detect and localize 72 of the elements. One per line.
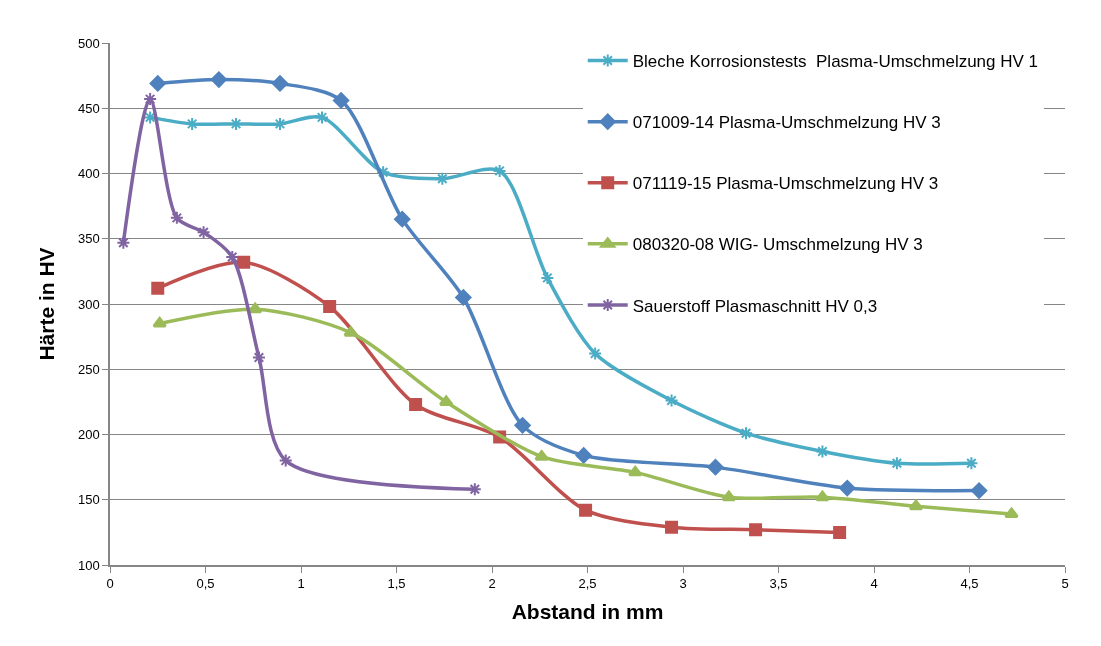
legend-label: 080320-08 WIG- Umschmelzung HV 3: [632, 235, 923, 255]
point: [815, 490, 830, 502]
y-tick-label: 450: [77, 100, 100, 116]
point: [1004, 507, 1019, 519]
x-tick-label: 2: [488, 576, 496, 592]
x-tick-label: 0,5: [196, 576, 215, 592]
point: [323, 300, 337, 314]
point: [116, 235, 131, 250]
point: [315, 110, 330, 125]
legend-label: Bleche Korrosionstests Plasma-Umschmelzung HV 1: [632, 52, 1039, 72]
point: [588, 346, 603, 361]
point: [627, 465, 643, 477]
point: [534, 450, 549, 461]
point: [435, 171, 450, 186]
point: [908, 499, 924, 511]
point: [749, 523, 763, 537]
legend-label: Sauerstoff Plasmaschnitt HV 0,3: [632, 296, 878, 316]
point: [237, 255, 251, 269]
point: [815, 444, 830, 459]
point: [394, 211, 411, 228]
point: [721, 490, 737, 502]
point: [833, 525, 847, 539]
point: [409, 397, 423, 411]
y-tick-label: 100: [77, 557, 100, 573]
point: [971, 482, 988, 499]
y-tick-label: 200: [77, 427, 100, 443]
x-axis-title: Abstand in mm: [511, 600, 664, 624]
point: [492, 163, 507, 178]
point: [196, 225, 211, 240]
x-tick-label: 5: [1061, 576, 1069, 592]
y-axis-title: Härte in HV: [34, 247, 58, 361]
point: [514, 417, 531, 434]
point: [665, 520, 679, 534]
point: [707, 459, 724, 476]
x-tick-label: 1,5: [387, 576, 406, 592]
point: [251, 350, 266, 365]
y-tick-label: 500: [77, 35, 100, 51]
point: [664, 393, 679, 408]
point: [151, 281, 165, 295]
point: [579, 503, 593, 517]
x-tick-label: 3: [679, 576, 687, 592]
point: [343, 326, 358, 337]
point: [889, 456, 904, 471]
point: [376, 165, 391, 180]
point: [271, 75, 288, 92]
point: [152, 317, 167, 328]
x-tick-label: 3,5: [769, 576, 788, 592]
point: [839, 480, 856, 497]
point: [455, 289, 472, 306]
x-tick-label: 0: [106, 576, 114, 592]
legend-label: 071009-14 Plasma-Umschmelzung HV 3: [632, 113, 941, 133]
x-tick-label: 1: [297, 576, 305, 592]
point: [169, 210, 184, 225]
y-tick-label: 350: [77, 231, 100, 247]
point: [964, 456, 979, 471]
point: [143, 92, 158, 107]
point: [540, 270, 555, 285]
y-tick-label: 150: [77, 492, 100, 508]
x-tick-label: 4: [870, 576, 878, 592]
point: [278, 453, 293, 468]
y-tick-label: 400: [77, 166, 100, 182]
legend-label: 071119-15 Plasma-Umschmelzung HV 3: [632, 174, 939, 194]
point: [575, 447, 592, 464]
point: [739, 426, 754, 441]
x-tick-label: 4,5: [960, 576, 979, 592]
x-tick-label: 2,5: [578, 576, 597, 592]
point: [149, 75, 166, 92]
y-tick-label: 300: [77, 296, 100, 312]
y-tick-label: 250: [77, 361, 100, 377]
point: [225, 250, 240, 265]
point: [210, 71, 227, 88]
point: [333, 92, 350, 109]
